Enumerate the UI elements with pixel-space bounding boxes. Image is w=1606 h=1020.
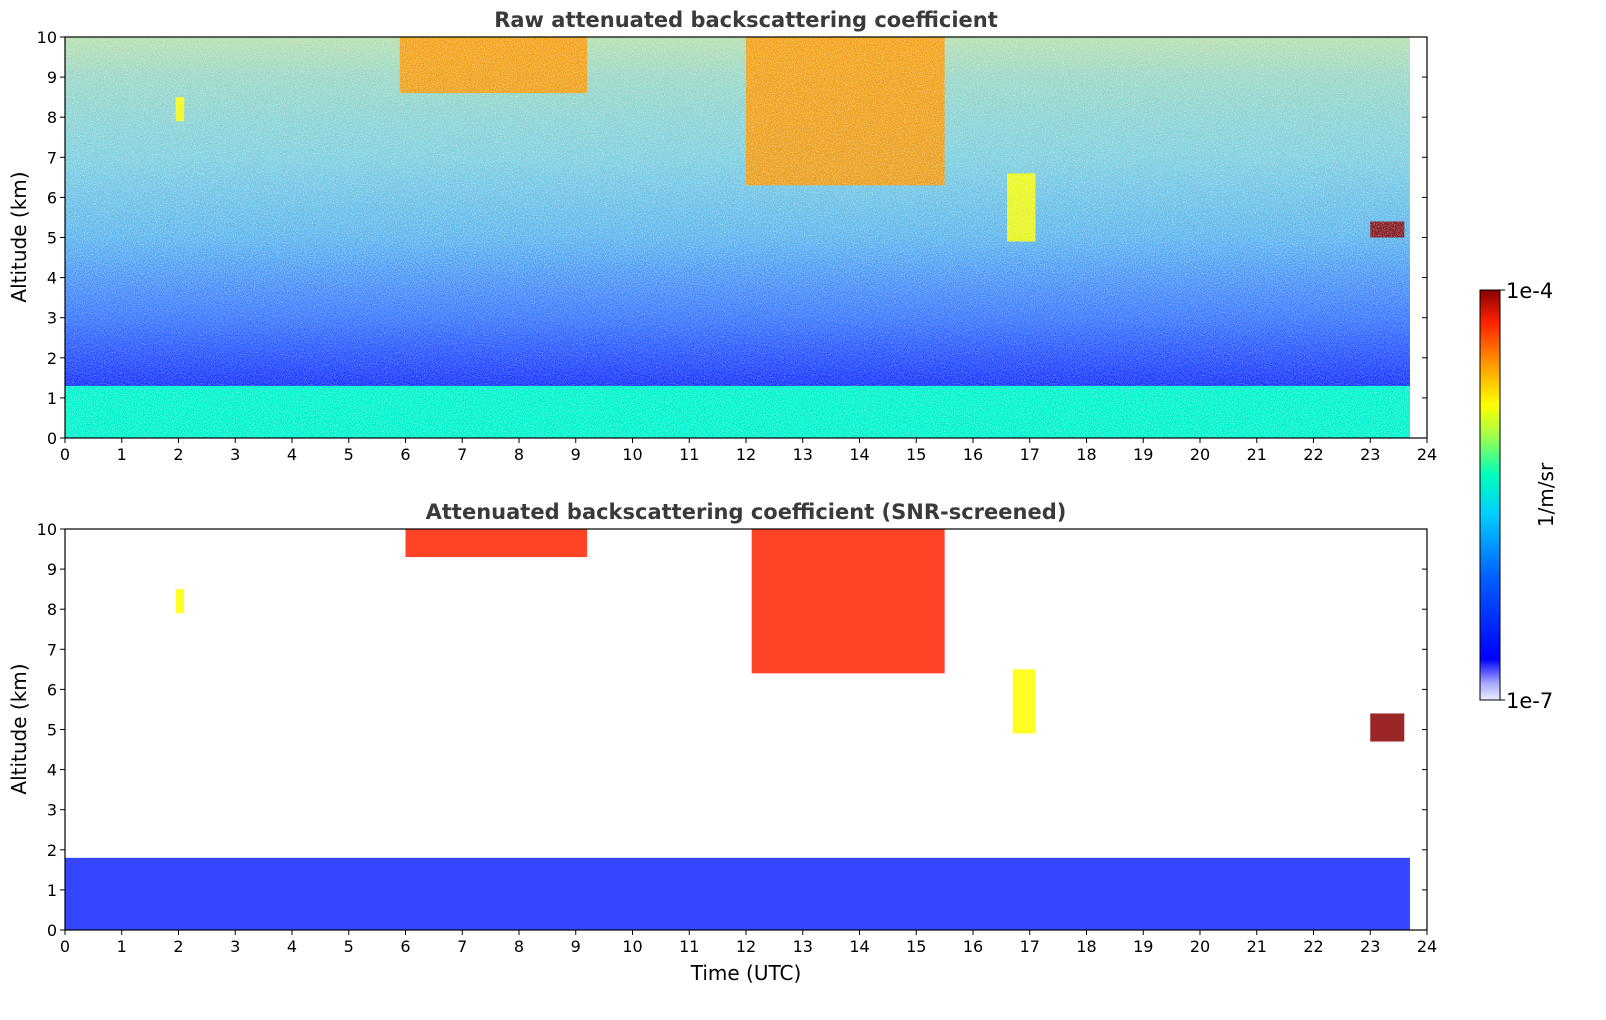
x-tick-label: 2 <box>173 937 183 956</box>
x-tick-label: 14 <box>849 445 869 464</box>
y-tick-label: 8 <box>47 600 57 619</box>
y-tick-label: 5 <box>47 721 57 740</box>
y-tick-label: 7 <box>47 640 57 659</box>
x-tick-label: 6 <box>400 445 410 464</box>
x-tick-label: 4 <box>287 937 297 956</box>
x-tick-label: 17 <box>1020 445 1040 464</box>
x-tick-label: 10 <box>622 445 642 464</box>
heatmap-feature <box>175 589 185 614</box>
raw-backscatter-panel: Raw attenuated backscattering coefficien… <box>7 8 1437 464</box>
y-tick-label: 4 <box>47 761 57 780</box>
x-tick-label: 18 <box>1076 937 1096 956</box>
y-tick-label: 6 <box>47 680 57 699</box>
x-tick-label: 24 <box>1417 937 1437 956</box>
y-tick-label: 9 <box>47 560 57 579</box>
heatmap-feature <box>405 529 588 558</box>
x-tick-label: 5 <box>344 445 354 464</box>
x-tick-label: 11 <box>679 937 699 956</box>
x-tick-label: 15 <box>906 445 926 464</box>
x-tick-label: 0 <box>60 937 70 956</box>
x-tick-label: 21 <box>1247 445 1267 464</box>
y-tick-label: 5 <box>47 229 57 248</box>
y-tick-label: 7 <box>47 148 57 167</box>
y-tick-label: 10 <box>37 28 57 47</box>
raw-y-axis: 0 1 2 3 4 5 6 7 8 9 10 <box>37 28 1427 448</box>
y-tick-label: 3 <box>47 801 57 820</box>
y-tick-label: 1 <box>47 881 57 900</box>
y-tick-label: 10 <box>37 520 57 539</box>
colorbar-min-label: 1e-7 <box>1506 689 1553 713</box>
x-tick-label: 22 <box>1303 937 1323 956</box>
colorbar: 1e-4 1e-7 1/m/sr <box>1479 279 1558 713</box>
x-tick-label: 22 <box>1303 445 1323 464</box>
heatmap-feature <box>1012 669 1036 734</box>
x-tick-label: 11 <box>679 445 699 464</box>
x-tick-label: 1 <box>117 937 127 956</box>
x-tick-label: 8 <box>514 445 524 464</box>
raw-x-axis: 0 1 2 3 4 5 6 7 8 9 10 11 12 13 14 15 16 17 18 19 20 21 22 23 24 <box>60 438 1437 464</box>
screened-heatmap-area <box>65 529 1427 930</box>
x-tick-label: 20 <box>1190 445 1210 464</box>
x-tick-label: 21 <box>1247 937 1267 956</box>
heatmap-feature <box>65 857 1410 930</box>
screened-heatmap-features <box>65 529 1410 930</box>
y-tick-label: 0 <box>47 921 57 940</box>
colorbar-scale <box>1479 289 1501 701</box>
x-tick-label: 19 <box>1133 445 1153 464</box>
y-tick-label: 6 <box>47 188 57 207</box>
x-tick-label: 3 <box>230 937 240 956</box>
raw-heatmap-noise <box>65 37 1410 438</box>
x-tick-label: 24 <box>1417 445 1437 464</box>
raw-heatmap-area <box>65 37 1410 438</box>
x-tick-label: 0 <box>60 445 70 464</box>
x-tick-label: 7 <box>457 937 467 956</box>
x-tick-label: 6 <box>400 937 410 956</box>
heatmap-feature <box>751 529 945 674</box>
x-tick-label: 13 <box>793 937 813 956</box>
y-tick-label: 0 <box>47 429 57 448</box>
y-tick-label: 2 <box>47 841 57 860</box>
x-tick-label: 12 <box>736 937 756 956</box>
x-tick-label: 14 <box>849 937 869 956</box>
x-tick-label: 23 <box>1360 445 1380 464</box>
x-tick-label: 23 <box>1360 937 1380 956</box>
x-tick-label: 15 <box>906 937 926 956</box>
x-tick-label: 19 <box>1133 937 1153 956</box>
screened-y-axis-label: Altitude (km) <box>7 663 31 794</box>
x-tick-label: 2 <box>173 445 183 464</box>
y-tick-label: 1 <box>47 389 57 408</box>
x-tick-label: 18 <box>1076 445 1096 464</box>
x-tick-label: 17 <box>1020 937 1040 956</box>
x-tick-label: 1 <box>117 445 127 464</box>
x-tick-label: 16 <box>963 445 983 464</box>
raw-panel-title: Raw attenuated backscattering coefficien… <box>494 8 998 32</box>
screened-y-axis: 0 1 2 3 4 5 6 7 8 9 10 <box>37 520 1427 940</box>
x-tick-label: 13 <box>793 445 813 464</box>
x-tick-label: 3 <box>230 445 240 464</box>
colorbar-unit-label: 1/m/sr <box>1534 462 1558 527</box>
x-tick-label: 7 <box>457 445 467 464</box>
x-tick-label: 10 <box>622 937 642 956</box>
y-tick-label: 4 <box>47 269 57 288</box>
screened-panel-title: Attenuated backscattering coefficient (S… <box>426 500 1067 524</box>
x-tick-label: 9 <box>571 937 581 956</box>
y-tick-label: 2 <box>47 349 57 368</box>
x-tick-label: 20 <box>1190 937 1210 956</box>
x-tick-label: 8 <box>514 937 524 956</box>
screened-x-axis: 0 1 2 3 4 5 6 7 8 9 10 11 12 13 14 15 16 17 18 19 20 21 22 23 24 <box>60 930 1437 956</box>
x-tick-label: 16 <box>963 937 983 956</box>
x-tick-label: 12 <box>736 445 756 464</box>
x-tick-label: 5 <box>344 937 354 956</box>
x-tick-label: 9 <box>571 445 581 464</box>
screened-backscatter-panel: Attenuated backscattering coefficient (S… <box>7 500 1437 985</box>
heatmap-feature <box>1370 713 1405 742</box>
time-axis-label: Time (UTC) <box>690 961 802 985</box>
raw-y-axis-label: Altitude (km) <box>7 171 31 302</box>
x-tick-label: 4 <box>287 445 297 464</box>
y-tick-label: 3 <box>47 309 57 328</box>
colorbar-max-label: 1e-4 <box>1506 279 1553 303</box>
y-tick-label: 8 <box>47 108 57 127</box>
y-tick-label: 9 <box>47 68 57 87</box>
